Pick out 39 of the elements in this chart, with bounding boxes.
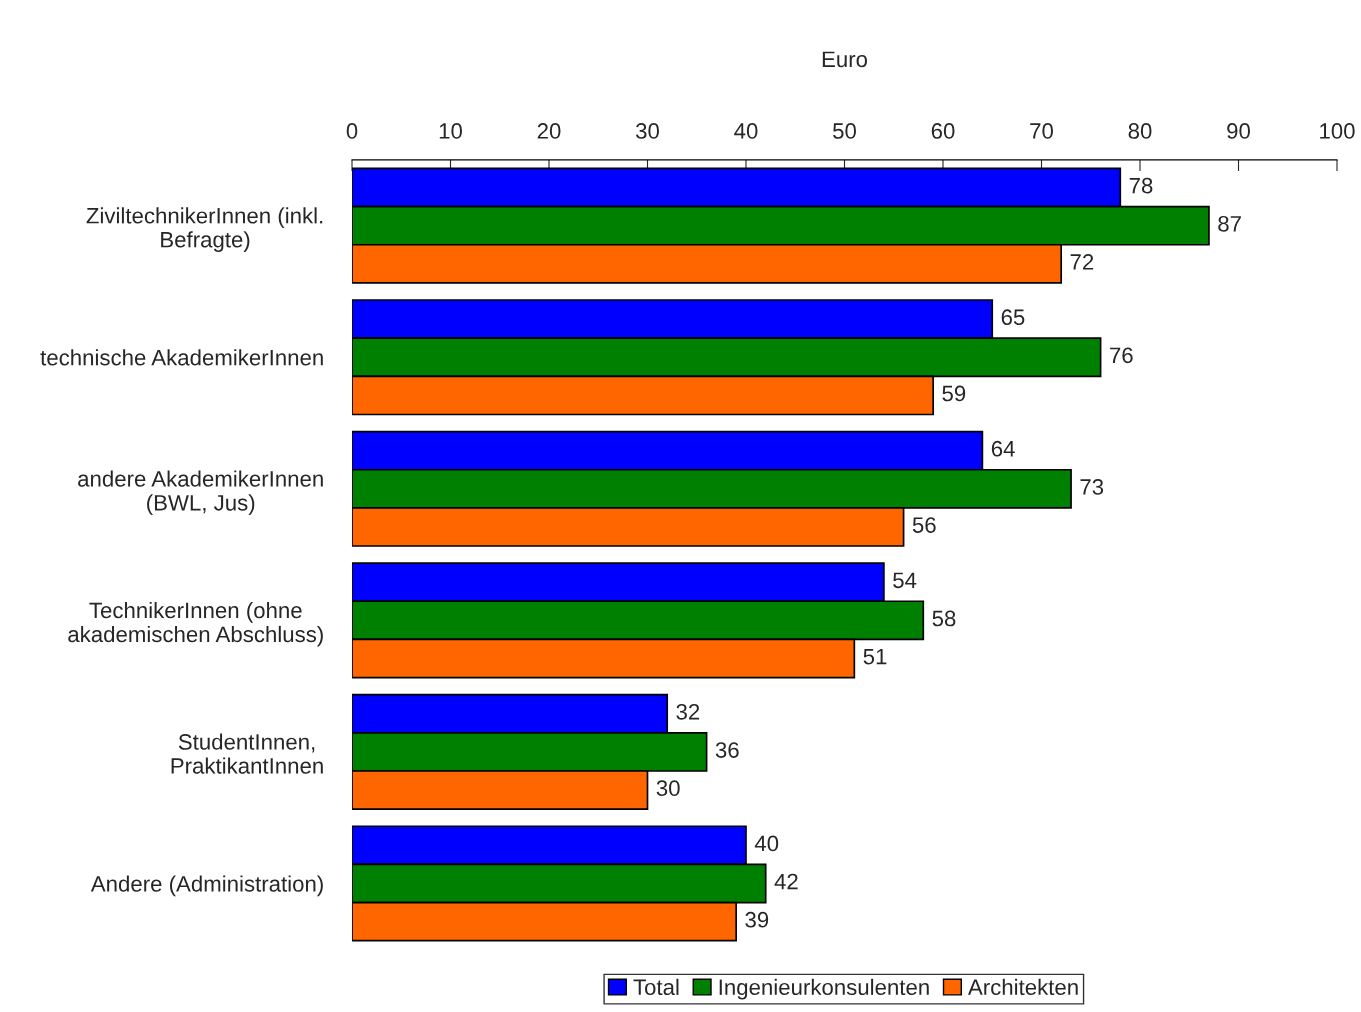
data-label: 76 <box>1110 347 1133 364</box>
data-label: 36 <box>715 742 739 758</box>
y-tick-label: StudentInnen, PraktikantInnen <box>171 733 323 774</box>
data-label: 78 <box>1129 177 1153 194</box>
y-tick-label: Andere (Administration) <box>90 875 323 897</box>
x-axis-title: Euro <box>822 51 868 68</box>
data-label: 65 <box>1001 309 1025 326</box>
data-label: 51 <box>863 648 887 665</box>
data-label: 32 <box>676 703 700 720</box>
data-label: 73 <box>1080 479 1104 495</box>
legend-label: Total <box>633 978 679 996</box>
data-label: 72 <box>1070 254 1094 270</box>
y-tick-label: andere AkademikerInnen (BWL, Jus) <box>78 470 323 516</box>
legend-label: Ingenieurkonsulenten <box>719 978 929 1000</box>
x-tick-label: 10 <box>439 123 462 139</box>
x-tick-label: 20 <box>537 123 561 139</box>
data-label: 58 <box>932 610 956 627</box>
y-tick-label: TechnikerInnen (ohne akademischen Abschluss) <box>68 601 323 647</box>
x-tick-label: 80 <box>1128 123 1152 139</box>
x-tick-label: 70 <box>1030 123 1053 139</box>
data-label: 56 <box>912 517 936 533</box>
data-label: 40 <box>754 835 779 852</box>
data-label: 54 <box>893 572 917 589</box>
x-tick-label: 50 <box>833 123 856 139</box>
x-tick-label: 30 <box>635 123 659 139</box>
data-label: 59 <box>942 385 966 402</box>
x-tick-label: 40 <box>734 123 758 139</box>
legend-label: Architekten <box>968 978 1078 996</box>
x-tick-label: 90 <box>1227 123 1250 139</box>
x-tick-label: 0 <box>346 123 358 139</box>
x-tick-label: 60 <box>931 123 955 139</box>
x-tick-label: 100 <box>1320 123 1355 139</box>
data-label: 30 <box>656 780 680 797</box>
data-label: 64 <box>991 440 1015 457</box>
y-tick-label: ZiviltechnikerInnen (inkl. Befragte) <box>86 207 323 252</box>
y-tick-label: technische AkademikerInnen <box>40 349 323 366</box>
data-label: 87 <box>1218 215 1241 232</box>
data-label: 39 <box>745 911 769 928</box>
data-label: 42 <box>774 873 798 890</box>
